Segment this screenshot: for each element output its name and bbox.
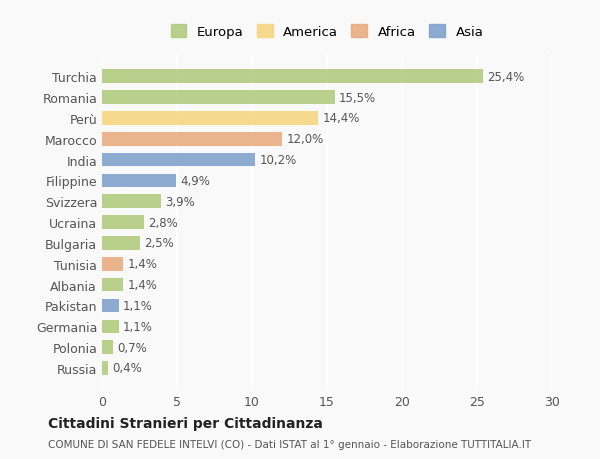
Bar	[102, 133, 282, 146]
Text: 2,5%: 2,5%	[144, 237, 174, 250]
Text: 14,4%: 14,4%	[323, 112, 360, 125]
Legend: Europa, America, Africa, Asia: Europa, America, Africa, Asia	[164, 18, 490, 45]
Text: Cittadini Stranieri per Cittadinanza: Cittadini Stranieri per Cittadinanza	[48, 416, 323, 430]
Text: COMUNE DI SAN FEDELE INTELVI (CO) - Dati ISTAT al 1° gennaio - Elaborazione TUTT: COMUNE DI SAN FEDELE INTELVI (CO) - Dati…	[48, 440, 531, 449]
Text: 25,4%: 25,4%	[487, 71, 525, 84]
Text: 1,4%: 1,4%	[128, 257, 157, 271]
Bar	[102, 237, 139, 250]
Bar	[102, 70, 483, 84]
Bar	[102, 174, 176, 188]
Text: 15,5%: 15,5%	[339, 91, 376, 104]
Bar	[102, 216, 144, 230]
Text: 1,1%: 1,1%	[123, 320, 153, 333]
Text: 1,4%: 1,4%	[128, 279, 157, 291]
Bar	[102, 320, 119, 333]
Text: 0,7%: 0,7%	[117, 341, 147, 354]
Bar	[102, 91, 335, 105]
Bar	[102, 299, 119, 313]
Bar	[102, 278, 123, 292]
Bar	[102, 112, 318, 125]
Bar	[102, 257, 123, 271]
Text: 1,1%: 1,1%	[123, 299, 153, 312]
Text: 4,9%: 4,9%	[180, 174, 210, 188]
Text: 3,9%: 3,9%	[165, 196, 195, 208]
Bar	[102, 361, 108, 375]
Bar	[102, 195, 161, 208]
Text: 10,2%: 10,2%	[260, 154, 297, 167]
Bar	[102, 341, 113, 354]
Bar	[102, 153, 255, 167]
Text: 2,8%: 2,8%	[149, 216, 178, 229]
Text: 0,4%: 0,4%	[113, 362, 142, 375]
Text: 12,0%: 12,0%	[287, 133, 324, 146]
